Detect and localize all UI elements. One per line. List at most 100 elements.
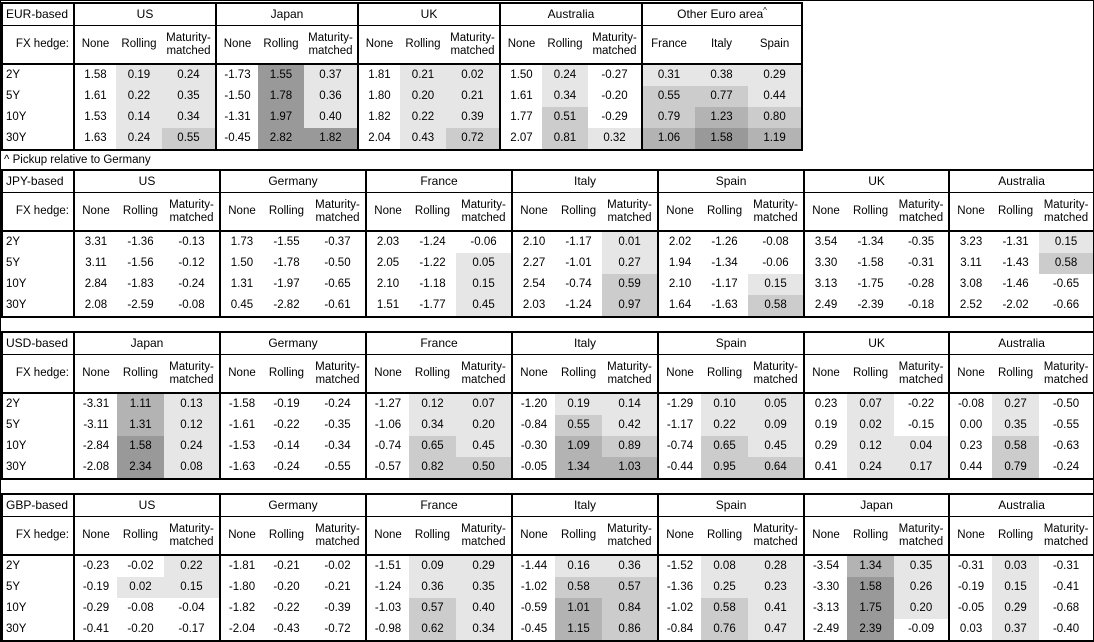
- data-row: 10Y 2.84 -1.83 -0.24 1.31 -1.97 -0.65 2.10 -1.18…: [2, 274, 1093, 295]
- value-cell: -1.34: [711, 257, 738, 270]
- value-cell: 0.15: [992, 577, 1040, 598]
- value-cell: -0.34: [324, 440, 351, 453]
- col-header: Maturity-matched: [894, 192, 950, 232]
- value-cell: -0.39: [324, 602, 351, 615]
- value-cell: -0.18: [907, 299, 935, 312]
- value-cell: 0.31: [641, 64, 696, 86]
- value-cell: 0.15: [748, 274, 805, 295]
- col-header: Rolling: [263, 516, 310, 556]
- value-cell: 2.08: [73, 295, 117, 317]
- value-cell: 1.64: [657, 295, 702, 317]
- value-cell: 0.07: [847, 393, 895, 415]
- value-cell: -0.57: [365, 457, 410, 479]
- value-cell: 1.78: [258, 86, 304, 107]
- value-cell: -0.59: [511, 598, 556, 619]
- value-cell: -0.08: [127, 602, 154, 615]
- value-cell: 0.22: [116, 86, 162, 107]
- col-header: None: [73, 25, 116, 65]
- value-cell: -2.49: [803, 619, 848, 641]
- value-cell: 1.51: [365, 295, 410, 317]
- value-cell: 0.58: [748, 295, 805, 317]
- value-cell: 0.45: [456, 436, 513, 457]
- value-cell: 1.82: [357, 107, 400, 128]
- value-cell: 0.23: [948, 436, 993, 457]
- value-cell: -3.30: [803, 577, 848, 598]
- value-cell: 0.08: [701, 555, 749, 577]
- value-cell: 0.36: [304, 86, 358, 107]
- value-cell: -1.02: [657, 598, 702, 619]
- value-cell: 1.09: [555, 436, 603, 457]
- data-row: 30Y 2.08 -2.59 -0.08 0.45 -2.82 -0.61 1.51 -1.77…: [2, 295, 1093, 317]
- value-cell: -0.37: [324, 236, 351, 249]
- col-header: Rolling: [117, 354, 164, 394]
- data-row: 2Y 1.58 0.19 0.24 -1.73 1.55 0.37 1.81 0.21 0.02 1…: [2, 64, 803, 86]
- value-cell: 0.28: [748, 555, 805, 577]
- country-header: UK: [803, 332, 950, 355]
- country-header: Italy: [511, 170, 659, 193]
- col-header: Rolling: [847, 354, 895, 394]
- value-cell: 2.39: [847, 619, 895, 641]
- value-cell: 0.65: [701, 436, 749, 457]
- value-cell: -0.22: [907, 398, 935, 411]
- col-header: Maturity-matched: [310, 192, 367, 232]
- value-cell: 0.02: [117, 577, 164, 598]
- value-cell: -1.77: [419, 299, 446, 312]
- value-cell: 3.23: [948, 231, 993, 253]
- col-header: Maturity-matched: [310, 354, 367, 394]
- value-cell: -3.31: [73, 393, 117, 415]
- data-row: 5Y 3.11 -1.56 -0.12 1.50 -1.78 -0.50 2.05 -1.22 0…: [2, 253, 1093, 274]
- row-label: 30Y: [6, 623, 27, 636]
- col-header: Maturity-matched: [310, 516, 367, 556]
- value-cell: -2.82: [273, 299, 300, 312]
- value-cell: -1.82: [219, 598, 263, 619]
- country-header: US: [73, 3, 216, 26]
- value-cell: -0.31: [1052, 560, 1080, 573]
- value-cell: -0.22: [273, 419, 300, 432]
- value-cell: -0.08: [178, 299, 205, 312]
- value-cell: 3.30: [803, 253, 848, 274]
- value-cell: 0.58: [701, 598, 749, 619]
- col-header: Rolling: [263, 354, 310, 394]
- table-section-0: EUR-based US Japan UK Australia Other Euro ar…: [1, 2, 1093, 151]
- data-row: 30Y 1.63 0.24 0.55 -0.45 2.82 1.82 2.04 0.43 0.72…: [2, 128, 803, 150]
- fx-hedge-label: FX hedge:: [2, 354, 74, 394]
- value-cell: -1.17: [711, 278, 738, 291]
- col-header: Rolling: [847, 192, 895, 232]
- value-cell: 0.44: [748, 86, 803, 107]
- value-cell: 0.44: [948, 457, 993, 479]
- value-cell: 0.59: [602, 274, 659, 295]
- value-cell: 0.24: [116, 128, 162, 150]
- value-cell: 0.65: [409, 436, 457, 457]
- value-cell: -0.21: [324, 581, 351, 594]
- value-cell: 0.72: [446, 128, 500, 150]
- value-cell: 0.20: [894, 598, 950, 619]
- value-cell: 3.13: [803, 274, 848, 295]
- value-cell: 0.23: [748, 577, 805, 598]
- data-row: 2Y -0.23 -0.02 0.22 -1.81 -0.21 -0.02 -1.51 0.09…: [2, 555, 1093, 577]
- value-cell: -0.35: [324, 419, 351, 432]
- value-cell: 1.15: [555, 619, 603, 641]
- value-cell: 1.19: [748, 128, 803, 150]
- value-cell: -0.04: [178, 602, 205, 615]
- value-cell: 2.02: [657, 231, 702, 253]
- value-cell: 0.55: [641, 86, 696, 107]
- value-cell: 0.24: [164, 436, 220, 457]
- col-header: None: [657, 516, 702, 556]
- fx-table-gbp-based: GBP-based US Germany France Italy Spain Japan A…: [1, 493, 1093, 641]
- value-cell: -0.05: [511, 457, 556, 479]
- country-header: France: [365, 332, 513, 355]
- col-header: Maturity-matched: [894, 354, 950, 394]
- col-header: None: [219, 516, 263, 556]
- value-cell: 0.02: [446, 64, 500, 86]
- col-header: Rolling: [555, 516, 603, 556]
- value-cell: 0.12: [164, 415, 220, 436]
- country-header: Japan: [803, 494, 950, 517]
- value-cell: 0.36: [409, 577, 457, 598]
- value-cell: 0.34: [456, 619, 513, 641]
- value-cell: 0.26: [894, 577, 950, 598]
- col-header: Rolling: [992, 516, 1040, 556]
- value-cell: 1.81: [357, 64, 400, 86]
- col-header: None: [657, 192, 702, 232]
- value-cell: -1.81: [219, 555, 263, 577]
- value-cell: -0.45: [215, 128, 258, 150]
